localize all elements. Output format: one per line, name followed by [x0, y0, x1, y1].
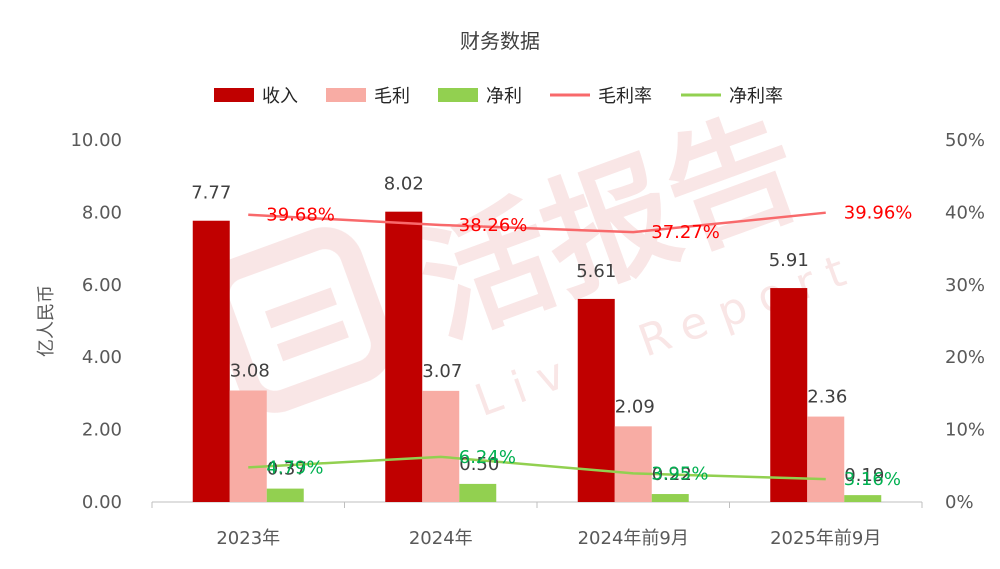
- line-data-label: 37.27%: [651, 222, 720, 243]
- bar-data-label: 3.08: [230, 361, 270, 382]
- y2-tick-label: 10%: [945, 420, 985, 441]
- bar: [844, 495, 882, 502]
- line-data-label: 39.96%: [844, 203, 913, 224]
- lines: [248, 211, 826, 481]
- bar: [266, 488, 304, 502]
- y2-tick-label: 0%: [945, 492, 974, 513]
- bar-data-label: 5.61: [576, 261, 616, 282]
- legend-swatch: [438, 88, 478, 102]
- watermark: 活报告 Live Report: [207, 88, 865, 427]
- chart-title: 财务数据: [460, 29, 540, 53]
- bar-data-label: 5.91: [769, 250, 809, 271]
- y-tick-label: 6.00: [82, 275, 122, 296]
- x-tick-label: 2023年: [216, 528, 280, 549]
- y2-tick-label: 20%: [945, 347, 985, 368]
- y2-tick-label: 50%: [945, 130, 985, 151]
- y-tick-label: 0.00: [82, 492, 122, 513]
- bar: [459, 483, 497, 502]
- bar: [385, 211, 423, 502]
- legend-label: 收入: [262, 86, 298, 107]
- series-line: [248, 455, 826, 481]
- watermark-logo-icon: [207, 227, 393, 413]
- bar-data-label: 2.36: [807, 387, 847, 408]
- legend-swatch: [214, 88, 254, 102]
- y2-tick-label: 30%: [945, 275, 985, 296]
- line-data-label: 38.26%: [459, 215, 528, 236]
- bar-data-label: 8.02: [384, 174, 424, 195]
- bar-data-label: 0.37: [267, 459, 307, 480]
- bar: [192, 220, 230, 502]
- x-axis: 2023年 2024年 2024年前9月 2025年前9月: [151, 501, 923, 549]
- bars: [192, 211, 882, 502]
- bar: [614, 426, 652, 502]
- bar: [807, 416, 845, 502]
- line-data-label: 3.95%: [651, 463, 708, 484]
- bar: [422, 390, 460, 502]
- y2-axis: 0% 10% 20% 30% 40% 50%: [945, 130, 985, 513]
- bar-data-label: 7.77: [191, 183, 231, 204]
- bar: [651, 494, 689, 502]
- line-data-label: 39.68%: [266, 205, 335, 226]
- legend: 收入 毛利 净利 毛利率 净利率: [214, 86, 783, 107]
- line-data-label: 6.24%: [459, 447, 516, 468]
- bar-data-label: 3.07: [422, 361, 462, 382]
- legend-label: 毛利: [374, 86, 410, 107]
- bar: [770, 288, 808, 502]
- bar-data-label: 2.09: [615, 396, 655, 417]
- bar-data-label: 0.22: [652, 464, 692, 485]
- bar: [229, 390, 267, 502]
- bar-data-label: 0.19: [844, 465, 884, 486]
- line-data-label: 3.16%: [844, 469, 901, 490]
- bar-data-label: 0.50: [459, 454, 499, 475]
- y-axis-title: 亿人民币: [36, 285, 57, 357]
- data-labels: 7.77 8.02 5.61 5.91 3.08 3.07 2.09 2.36 0.37 0.50…: [191, 174, 912, 490]
- y-tick-label: 4.00: [82, 347, 122, 368]
- y-axis: 0.00 2.00 4.00 6.00 8.00 10.00: [70, 130, 122, 513]
- y-tick-label: 2.00: [82, 420, 122, 441]
- x-tick-label: 2025年前9月: [770, 528, 881, 549]
- y2-tick-label: 40%: [945, 202, 985, 223]
- x-tick-label: 2024年: [409, 528, 473, 549]
- legend-label: 净利: [486, 86, 522, 107]
- legend-label: 毛利率: [598, 86, 652, 107]
- series-line: [248, 211, 826, 234]
- legend-swatch: [326, 88, 366, 102]
- y-tick-label: 8.00: [82, 202, 122, 223]
- y-tick-label: 10.00: [70, 130, 122, 151]
- legend-label: 净利率: [729, 86, 783, 107]
- line-data-label: 4.79%: [266, 457, 323, 478]
- x-tick-label: 2024年前9月: [578, 528, 689, 549]
